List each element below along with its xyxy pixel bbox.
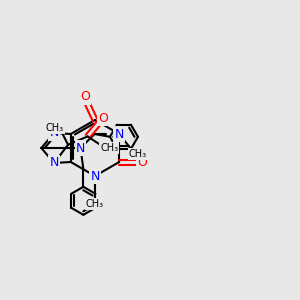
Text: N: N (90, 169, 100, 182)
Text: O: O (137, 155, 147, 169)
Text: CH₃: CH₃ (129, 148, 147, 159)
Text: N: N (115, 128, 124, 140)
Text: CH₃: CH₃ (86, 199, 104, 209)
Text: N: N (76, 142, 85, 154)
Text: O: O (80, 91, 90, 103)
Text: CH₃: CH₃ (100, 142, 118, 153)
Text: O: O (99, 112, 109, 125)
Text: N: N (50, 127, 59, 140)
Text: CH₃: CH₃ (46, 123, 64, 133)
Text: N: N (50, 157, 59, 169)
